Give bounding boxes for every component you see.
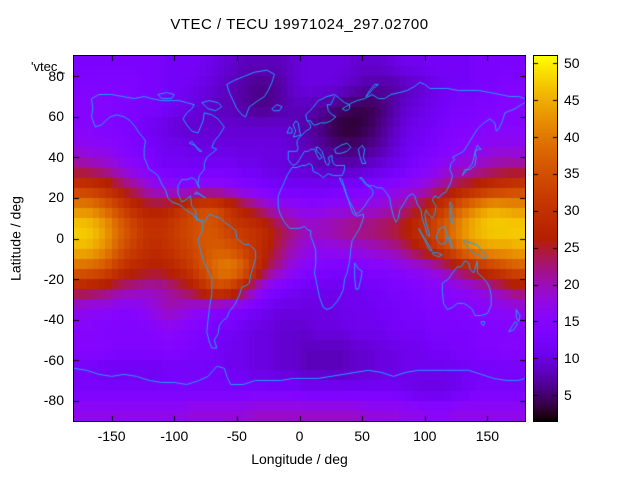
y-tick-label: 80 xyxy=(48,67,64,84)
colorbar-tick-label: 15 xyxy=(564,312,580,329)
colorbar-tick-label: 35 xyxy=(564,165,580,182)
x-tick-label: -100 xyxy=(160,428,189,444)
colorbar-tick-label: 50 xyxy=(564,54,580,71)
x-axis-label: Longitude / deg xyxy=(251,451,348,467)
y-tick-label: -60 xyxy=(43,351,64,368)
colorbar-tick-label: 20 xyxy=(564,276,580,293)
x-tick-label: 150 xyxy=(475,428,500,444)
y-tick-label: 0 xyxy=(56,230,64,246)
colorbar-tick-label: 45 xyxy=(564,91,580,108)
colorbar-tick-label: 30 xyxy=(564,202,580,219)
colorbar-tick-label: 40 xyxy=(564,128,580,145)
vtec-overlay-label: 'vtec_ xyxy=(31,59,65,74)
tec-map-plot-area xyxy=(73,55,526,422)
y-tick-label: -20 xyxy=(43,270,64,287)
y-tick-label: 40 xyxy=(48,148,64,165)
x-tick-label: -50 xyxy=(226,428,247,444)
colorbar-tick-label: 10 xyxy=(564,349,580,366)
colorbar-gradient-canvas xyxy=(534,56,557,421)
y-tick-label: 60 xyxy=(48,108,64,125)
colorbar xyxy=(533,55,558,422)
y-tick-label: -80 xyxy=(43,392,64,409)
y-tick-label: -40 xyxy=(43,311,64,328)
y-tick-label: 20 xyxy=(48,189,64,206)
x-tick-label: 0 xyxy=(295,428,304,444)
colorbar-tick-label: 25 xyxy=(564,239,580,256)
colorbar-tick-label: 5 xyxy=(564,386,572,403)
x-tick-label: 50 xyxy=(354,428,370,444)
y-axis-label: Latitude / deg xyxy=(7,196,24,281)
tec-heatmap-canvas xyxy=(74,56,525,421)
x-tick-label: 100 xyxy=(413,428,437,444)
x-tick-label: -150 xyxy=(97,428,126,444)
chart-title: VTEC / TECU 19971024_297.02700 xyxy=(170,16,429,33)
